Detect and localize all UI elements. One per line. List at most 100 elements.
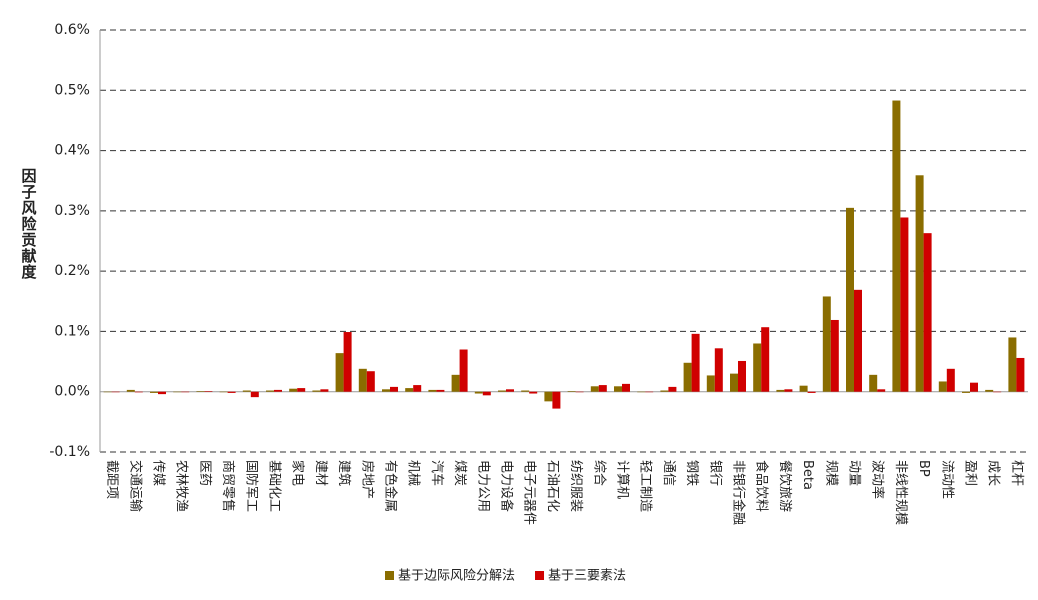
- legend-label: 基于边际风险分解法: [398, 569, 515, 584]
- bar: [428, 389, 437, 392]
- x-tick-label: 煤炭: [452, 460, 467, 486]
- bar: [366, 371, 375, 392]
- bar: [830, 319, 839, 392]
- y-axis-title: 因子风险贡献度: [20, 168, 38, 280]
- bar: [799, 385, 808, 392]
- bar: [869, 374, 878, 392]
- x-tick-label: 综合: [591, 460, 606, 486]
- x-tick-label: 汽车: [429, 460, 445, 486]
- bar: [181, 391, 190, 393]
- bar: [761, 327, 770, 392]
- bar: [250, 391, 259, 398]
- bar: [506, 389, 514, 392]
- bar: [289, 388, 298, 392]
- bar: [614, 386, 622, 392]
- bar: [173, 391, 182, 393]
- x-tick-label: 电子元器件: [522, 460, 537, 525]
- x-tick-label: 家电: [290, 460, 306, 486]
- y-tick-label: 0.2%: [54, 263, 90, 279]
- bar: [784, 389, 793, 392]
- bar: [266, 390, 274, 392]
- bar: [219, 391, 228, 393]
- bar: [683, 362, 692, 392]
- x-tick-label: 建材: [313, 460, 328, 486]
- bar: [382, 389, 390, 392]
- x-tick-label: 机械: [406, 460, 421, 486]
- bar: [714, 348, 723, 392]
- x-tick-label: 国防军工: [243, 460, 259, 512]
- legend-swatch: [385, 571, 394, 580]
- bar: [521, 390, 530, 392]
- x-tick-label: 基础化工: [267, 460, 282, 512]
- bar: [590, 386, 599, 392]
- bar: [923, 233, 932, 392]
- bar: [622, 383, 630, 392]
- x-tick-label: 医药: [197, 460, 212, 486]
- bar: [150, 391, 158, 393]
- bar: [660, 390, 669, 392]
- bar: [474, 391, 483, 394]
- bar: [320, 389, 329, 392]
- bar: [274, 389, 282, 392]
- bar: [822, 296, 831, 392]
- bar: [204, 391, 213, 392]
- y-tick-label: 0.0%: [54, 384, 90, 400]
- bar: [335, 353, 344, 392]
- bar: [738, 360, 746, 392]
- bar: [668, 386, 677, 392]
- bar: [575, 391, 584, 393]
- bar: [498, 390, 506, 392]
- bar: [552, 391, 561, 409]
- bar: [358, 368, 367, 392]
- bar: [312, 390, 321, 392]
- x-tick-label: 动量: [847, 460, 862, 486]
- x-tick-label: 电力公用: [475, 460, 490, 512]
- x-tick-label: 通信: [661, 460, 676, 486]
- bar: [111, 391, 120, 393]
- bar: [103, 391, 112, 393]
- bar: [993, 391, 1002, 393]
- x-tick-label: 纺织服装: [568, 460, 583, 512]
- x-tick-label: 轻工制造: [638, 460, 653, 512]
- bar: [846, 207, 854, 392]
- bar: [1016, 357, 1025, 392]
- x-tick-label: 传媒: [151, 460, 166, 486]
- x-tick-label: 电力设备: [499, 460, 515, 512]
- bar: [598, 385, 607, 392]
- bar: [807, 391, 816, 393]
- legend-swatch: [535, 571, 545, 580]
- bar: [343, 332, 352, 392]
- bar: [451, 374, 460, 392]
- y-tick-label: 0.6%: [54, 22, 90, 38]
- x-tick-label: 流动性: [939, 460, 954, 499]
- bar: [390, 386, 398, 392]
- x-tick-label: 银行: [707, 460, 722, 486]
- bar: [227, 391, 236, 393]
- y-tick-label: -0.1%: [49, 444, 90, 460]
- y-tick-label: 0.3%: [54, 203, 90, 219]
- y-tick-label: 0.1%: [54, 323, 90, 339]
- bar: [730, 373, 738, 392]
- bar: [962, 391, 970, 393]
- x-tick-label: 规模: [823, 460, 838, 486]
- bar: [459, 349, 468, 392]
- bar: [413, 385, 422, 392]
- x-tick-label: 农林牧渔: [174, 460, 189, 512]
- x-tick-label: 餐饮旅游: [777, 460, 793, 512]
- bar: [529, 391, 538, 394]
- x-tick-label: 非银行金融: [731, 460, 747, 525]
- bar: [706, 375, 715, 392]
- bar: [900, 217, 909, 392]
- bar: [297, 388, 306, 392]
- legend-label: 基于三要素法: [548, 569, 626, 584]
- x-tick-label: 杠杆: [1009, 460, 1025, 486]
- bar: [196, 391, 205, 392]
- x-tick-label: Beta: [800, 460, 815, 490]
- y-tick-label: 0.4%: [54, 143, 90, 159]
- x-tick-label: 波动率: [870, 460, 886, 499]
- bar: [854, 289, 862, 392]
- bar: [567, 391, 576, 392]
- bar: [436, 389, 445, 392]
- bar: [776, 389, 785, 392]
